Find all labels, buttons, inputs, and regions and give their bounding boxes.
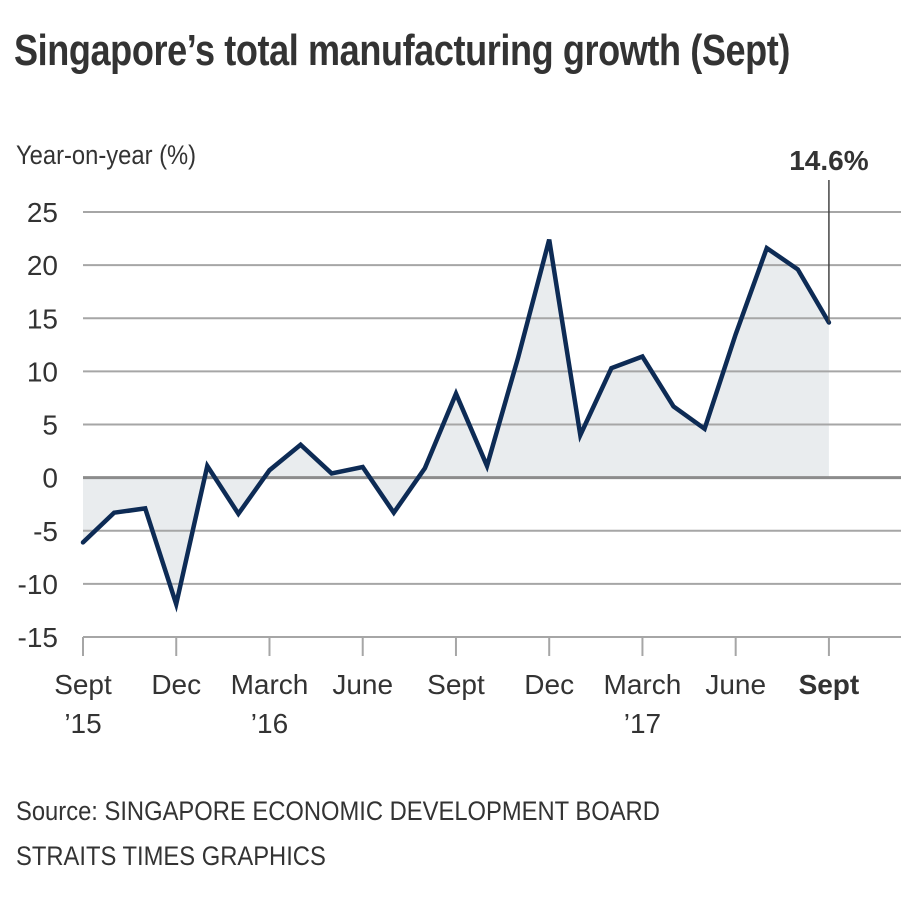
x-tick-label: March (604, 669, 682, 700)
x-tick-label: June (705, 669, 766, 700)
x-tick-label: Sept (799, 669, 860, 700)
x-tick-year-label: ’15 (64, 708, 101, 739)
x-ticks: Sept ’15 Dec March ’16 June Sept Dec March ’17 Jun… (54, 637, 859, 739)
source-note: Source: SINGAPORE ECONOMIC DEVELOPMENT B… (16, 796, 660, 826)
y-tick-label: -15 (18, 622, 58, 653)
chart-title: Singapore’s total manufacturing growth (… (14, 26, 791, 75)
y-tick-label: -10 (18, 569, 58, 600)
x-tick-label: June (332, 669, 393, 700)
y-tick-label: 15 (27, 303, 58, 334)
x-tick-label: Dec (151, 669, 201, 700)
x-tick-year-label: ’17 (624, 708, 661, 739)
x-tick-label: Sept (54, 669, 112, 700)
y-tick-label: 10 (27, 356, 58, 387)
y-tick-labels: 25 20 15 10 5 0 -5 -10 -15 (18, 197, 58, 653)
annotation-layer: 14.6% (789, 145, 869, 323)
x-tick-label: March (231, 669, 309, 700)
y-tick-label: 0 (42, 463, 58, 494)
y-tick-label: 5 (42, 410, 58, 441)
credit-note: STRAITS TIMES GRAPHICS (16, 841, 326, 871)
x-tick-label: Dec (524, 669, 574, 700)
series-line-layer (80, 239, 832, 613)
x-tick-label: Sept (427, 669, 485, 700)
y-axis-label: Year-on-year (%) (16, 140, 197, 170)
gridlines (83, 211, 901, 638)
y-tick-label: -5 (33, 516, 58, 547)
y-tick-label: 20 (27, 250, 58, 281)
area-fill (83, 239, 829, 605)
y-tick-label: 25 (27, 197, 58, 228)
area-fill-layer (83, 239, 829, 605)
x-tick-year-label: ’16 (251, 708, 288, 739)
annotation-label: 14.6% (789, 145, 868, 176)
